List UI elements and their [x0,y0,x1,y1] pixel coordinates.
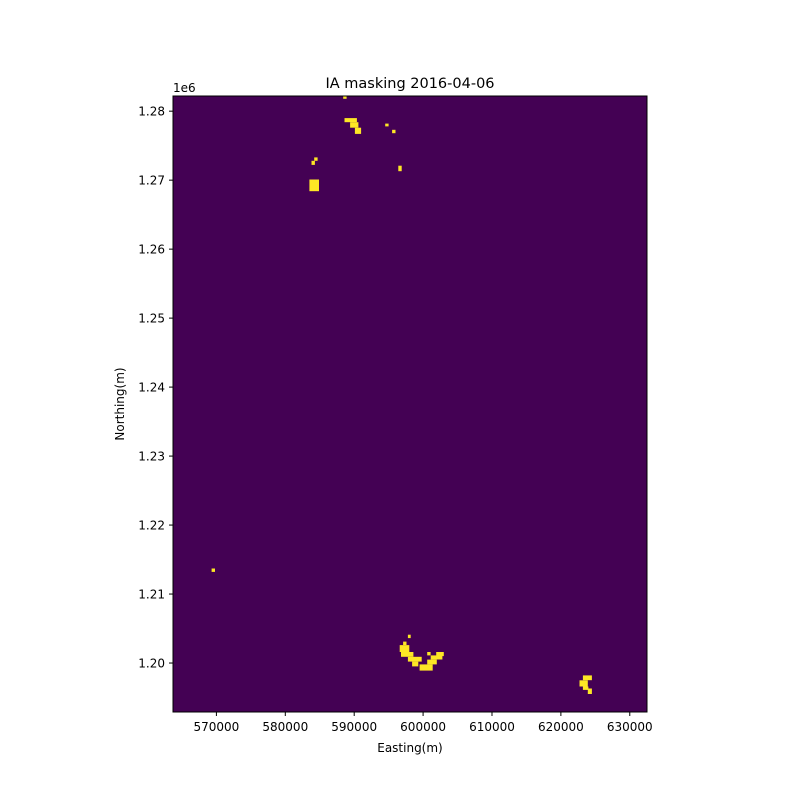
masked-cell [350,122,359,128]
masked-cell [401,652,414,657]
y-axis-label: Northing(m) [113,367,127,440]
y-tick-label: 1.26 [138,243,165,257]
y-tick-label: 1.23 [138,450,165,464]
masked-cell [343,96,347,99]
y-tick-label: 1.28 [138,105,165,119]
masked-cell [392,129,396,134]
x-tick-label: 570000 [193,720,239,734]
x-tick-label: 620000 [538,720,584,734]
masked-cell [587,688,592,694]
x-tick-label: 610000 [469,720,515,734]
masked-cell [385,123,389,127]
masked-cell [407,634,411,639]
x-tick-label: 630000 [607,720,653,734]
masked-cell [430,655,443,660]
y-tick-label: 1.22 [138,519,165,533]
masked-cell [407,656,422,662]
masked-cell [399,645,410,652]
masked-cell [211,568,215,572]
chart-title: IA masking 2016-04-06 [325,76,494,92]
masked-cell [398,165,402,172]
masked-cell [309,179,319,192]
y-tick-label: 1.21 [138,588,165,602]
masked-cell [427,652,431,656]
masked-cell [412,661,419,667]
y-tick-label: 1.24 [138,381,165,395]
x-axis: 570000 580000 590000 600000 610000 620000 6300… [193,712,653,734]
plot-frame [172,95,648,713]
masked-cell [314,157,318,161]
heatmap-background [173,96,647,712]
masked-cell [344,118,357,123]
masked-cell [419,664,433,671]
x-tick-label: 580000 [262,720,308,734]
masked-cell [579,680,588,687]
plot-area [173,96,647,712]
masked-cell [436,652,444,657]
masked-cell [582,675,592,681]
y-tick-label: 1.25 [138,312,165,326]
y-offset-label: 1e6 [173,81,196,95]
y-tick-label: 1.20 [138,657,165,671]
masked-cell [403,641,407,645]
x-axis-label: Easting(m) [377,741,443,755]
masked-cell [582,686,589,690]
x-tick-label: 600000 [400,720,446,734]
masked-cell [311,160,315,165]
masked-cell [427,659,437,665]
y-axis: 1.20 1.21 1.22 1.23 1.24 1.25 1.26 1.27 1.28 [138,105,173,671]
x-tick-label: 590000 [331,720,377,734]
y-tick-label: 1.27 [138,174,165,188]
masked-cell [354,127,362,134]
